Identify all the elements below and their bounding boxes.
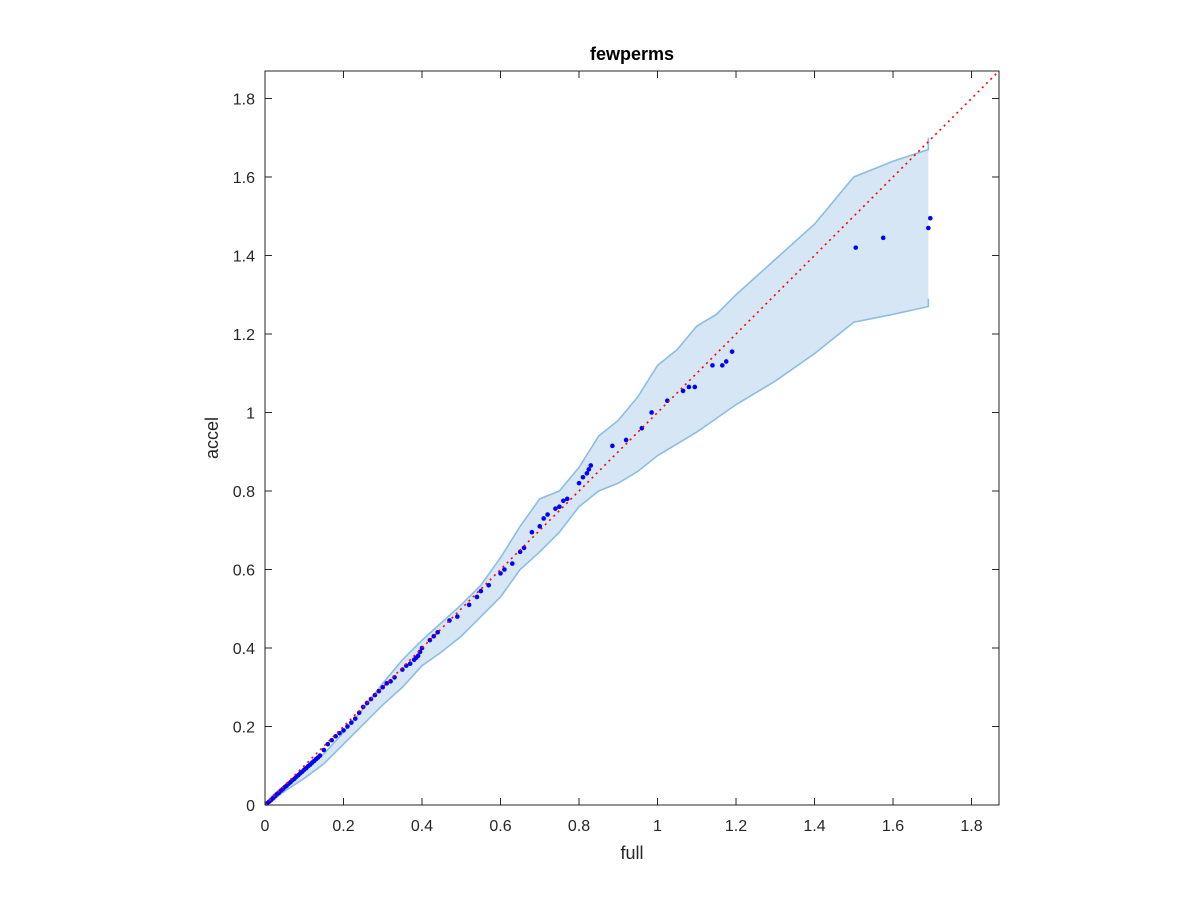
identity-reference-line: [264, 70, 1000, 806]
data-point: [400, 667, 405, 672]
data-point: [317, 753, 323, 758]
data-point: [517, 549, 523, 555]
x-tick-label: 1.4: [803, 818, 825, 835]
data-point: [545, 512, 550, 517]
data-point: [928, 215, 933, 221]
data-point: [502, 567, 507, 572]
data-point: [561, 498, 566, 504]
data-point: [580, 474, 586, 480]
data-point: [553, 506, 558, 511]
data-point: [349, 720, 354, 725]
data-point: [407, 661, 413, 666]
data-point: [529, 529, 535, 535]
data-point: [719, 363, 725, 368]
data-point: [880, 235, 886, 241]
x-tick-label: 0.6: [489, 818, 511, 835]
x-tick-label: 0.4: [411, 818, 433, 835]
data-point: [692, 384, 698, 390]
data-point: [564, 496, 570, 502]
data-point: [325, 741, 331, 747]
data-point: [729, 349, 735, 354]
axes-box: [264, 70, 1000, 806]
data-point: [623, 437, 629, 443]
x-tick-label: 1: [653, 818, 662, 835]
x-tick-label: 0.2: [332, 818, 354, 835]
data-point: [388, 679, 393, 684]
y-tick-label: 1.2: [233, 327, 255, 344]
x-tick-label: 0.8: [568, 818, 590, 835]
data-point: [329, 737, 335, 743]
x-tick-label: 0: [261, 818, 270, 835]
data-point: [466, 602, 472, 608]
data-point: [686, 384, 692, 390]
y-tick-label: 0.4: [233, 641, 255, 658]
plot-area: [264, 70, 1000, 806]
x-tick-label: 1.8: [960, 818, 982, 835]
data-point: [537, 524, 543, 529]
data-point: [356, 710, 362, 716]
band-lower-edge: [264, 298, 930, 806]
data-point: [521, 545, 527, 551]
y-tick-label: 0.2: [233, 719, 255, 736]
data-point: [541, 516, 546, 521]
data-point: [341, 728, 346, 733]
data-point: [321, 747, 327, 753]
y-tick-label: 1.4: [233, 248, 255, 265]
y-tick-label: 1: [246, 405, 255, 422]
data-point: [498, 571, 503, 576]
data-point: [474, 594, 480, 600]
y-tick-label: 1.6: [233, 170, 255, 187]
data-point: [352, 716, 358, 721]
y-axis-label: accel: [202, 417, 222, 459]
data-point: [586, 467, 592, 472]
x-axis-label: full: [620, 843, 643, 863]
data-point: [926, 225, 931, 231]
axes: 0 0.2 0.4 0.6 0.8 1 1.2 1.4 1.6 1.8 0 0.2 0.4 0.6 0.8 1…: [233, 70, 1000, 835]
chart-title: fewperms: [590, 44, 674, 64]
data-point: [584, 471, 590, 476]
data-point: [455, 614, 460, 619]
data-point: [486, 582, 492, 588]
y-tick-label: 0: [246, 798, 255, 815]
data-point: [576, 480, 582, 486]
data-point: [610, 443, 615, 449]
x-tick-label: 1.6: [882, 818, 904, 835]
data-point: [853, 245, 859, 250]
data-point: [588, 463, 594, 468]
data-point: [710, 363, 715, 368]
x-tick-label: 1.2: [725, 818, 747, 835]
data-point: [680, 388, 686, 394]
data-point: [509, 561, 515, 566]
data-point: [557, 504, 562, 509]
data-point: [384, 681, 389, 686]
data-point: [478, 588, 484, 594]
data-point: [435, 629, 441, 635]
data-point: [345, 724, 350, 729]
data-point: [723, 359, 729, 364]
data-point: [415, 653, 421, 659]
data-point: [333, 734, 338, 739]
y-tick-label: 0.8: [233, 484, 255, 501]
y-tick-label: 0.6: [233, 562, 255, 579]
data-point: [649, 410, 654, 415]
y-tick-label: 1.8: [233, 91, 255, 108]
